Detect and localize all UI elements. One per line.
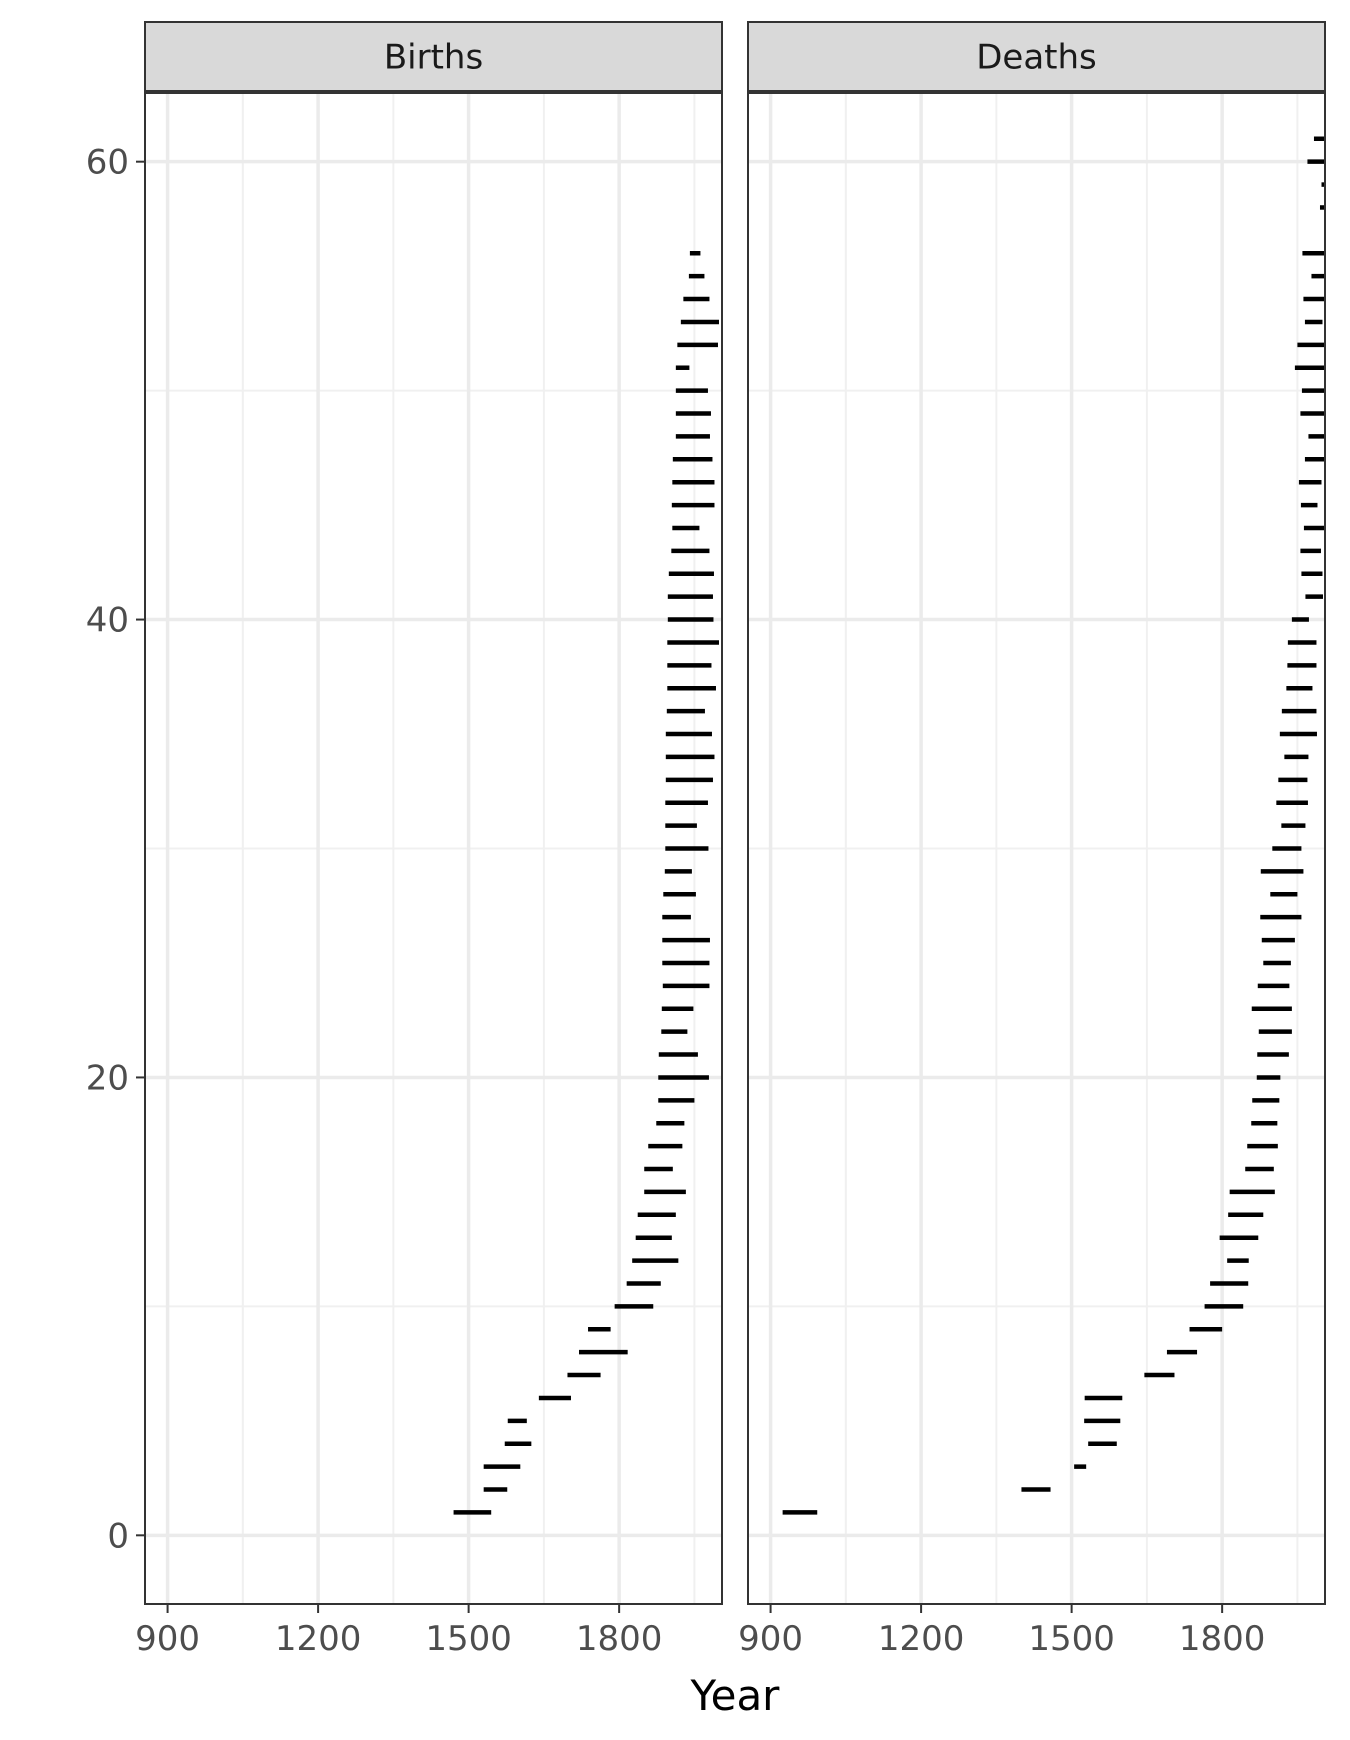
y-tick-label: 60 [86,143,129,183]
facet-strip [747,21,1326,92]
facet-strip-label: Births [384,38,483,78]
facet-panels: Births Deaths [144,21,1326,1605]
panel-border [747,92,1326,1605]
x-tick-label: 1200 [878,1619,965,1659]
panel-border [144,92,723,1605]
facet-strip-label: Deaths [976,38,1097,78]
x-tick-label: 1800 [1179,1619,1266,1659]
x-tick-label: 900 [135,1619,200,1659]
x-tick-label: 1500 [1028,1619,1115,1659]
facet-panel-deaths: Deaths [747,21,1326,1605]
range-bars [782,136,1325,1515]
facet-strip [144,21,723,92]
x-axis-title: Year [690,1671,781,1720]
x-tick-label: 1500 [425,1619,512,1659]
y-tick-label: 0 [107,1516,129,1556]
x-tick-label: 1800 [576,1619,663,1659]
facet-panel-births: Births [144,21,723,1605]
x-tick-label: 900 [738,1619,803,1659]
x-tick-label: 1200 [275,1619,362,1659]
y-axis: 0 20 40 60 [86,143,145,1556]
y-tick-label: 20 [86,1058,129,1098]
range-bars [453,251,719,1515]
x-axis: 900 1200 1500 1800 900 1200 1500 1800 [135,1604,1265,1659]
y-tick-label: 40 [86,601,129,641]
